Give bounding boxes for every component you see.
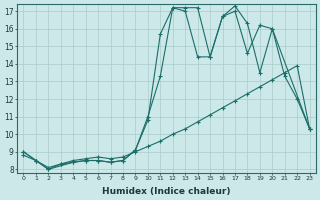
- X-axis label: Humidex (Indice chaleur): Humidex (Indice chaleur): [102, 187, 231, 196]
